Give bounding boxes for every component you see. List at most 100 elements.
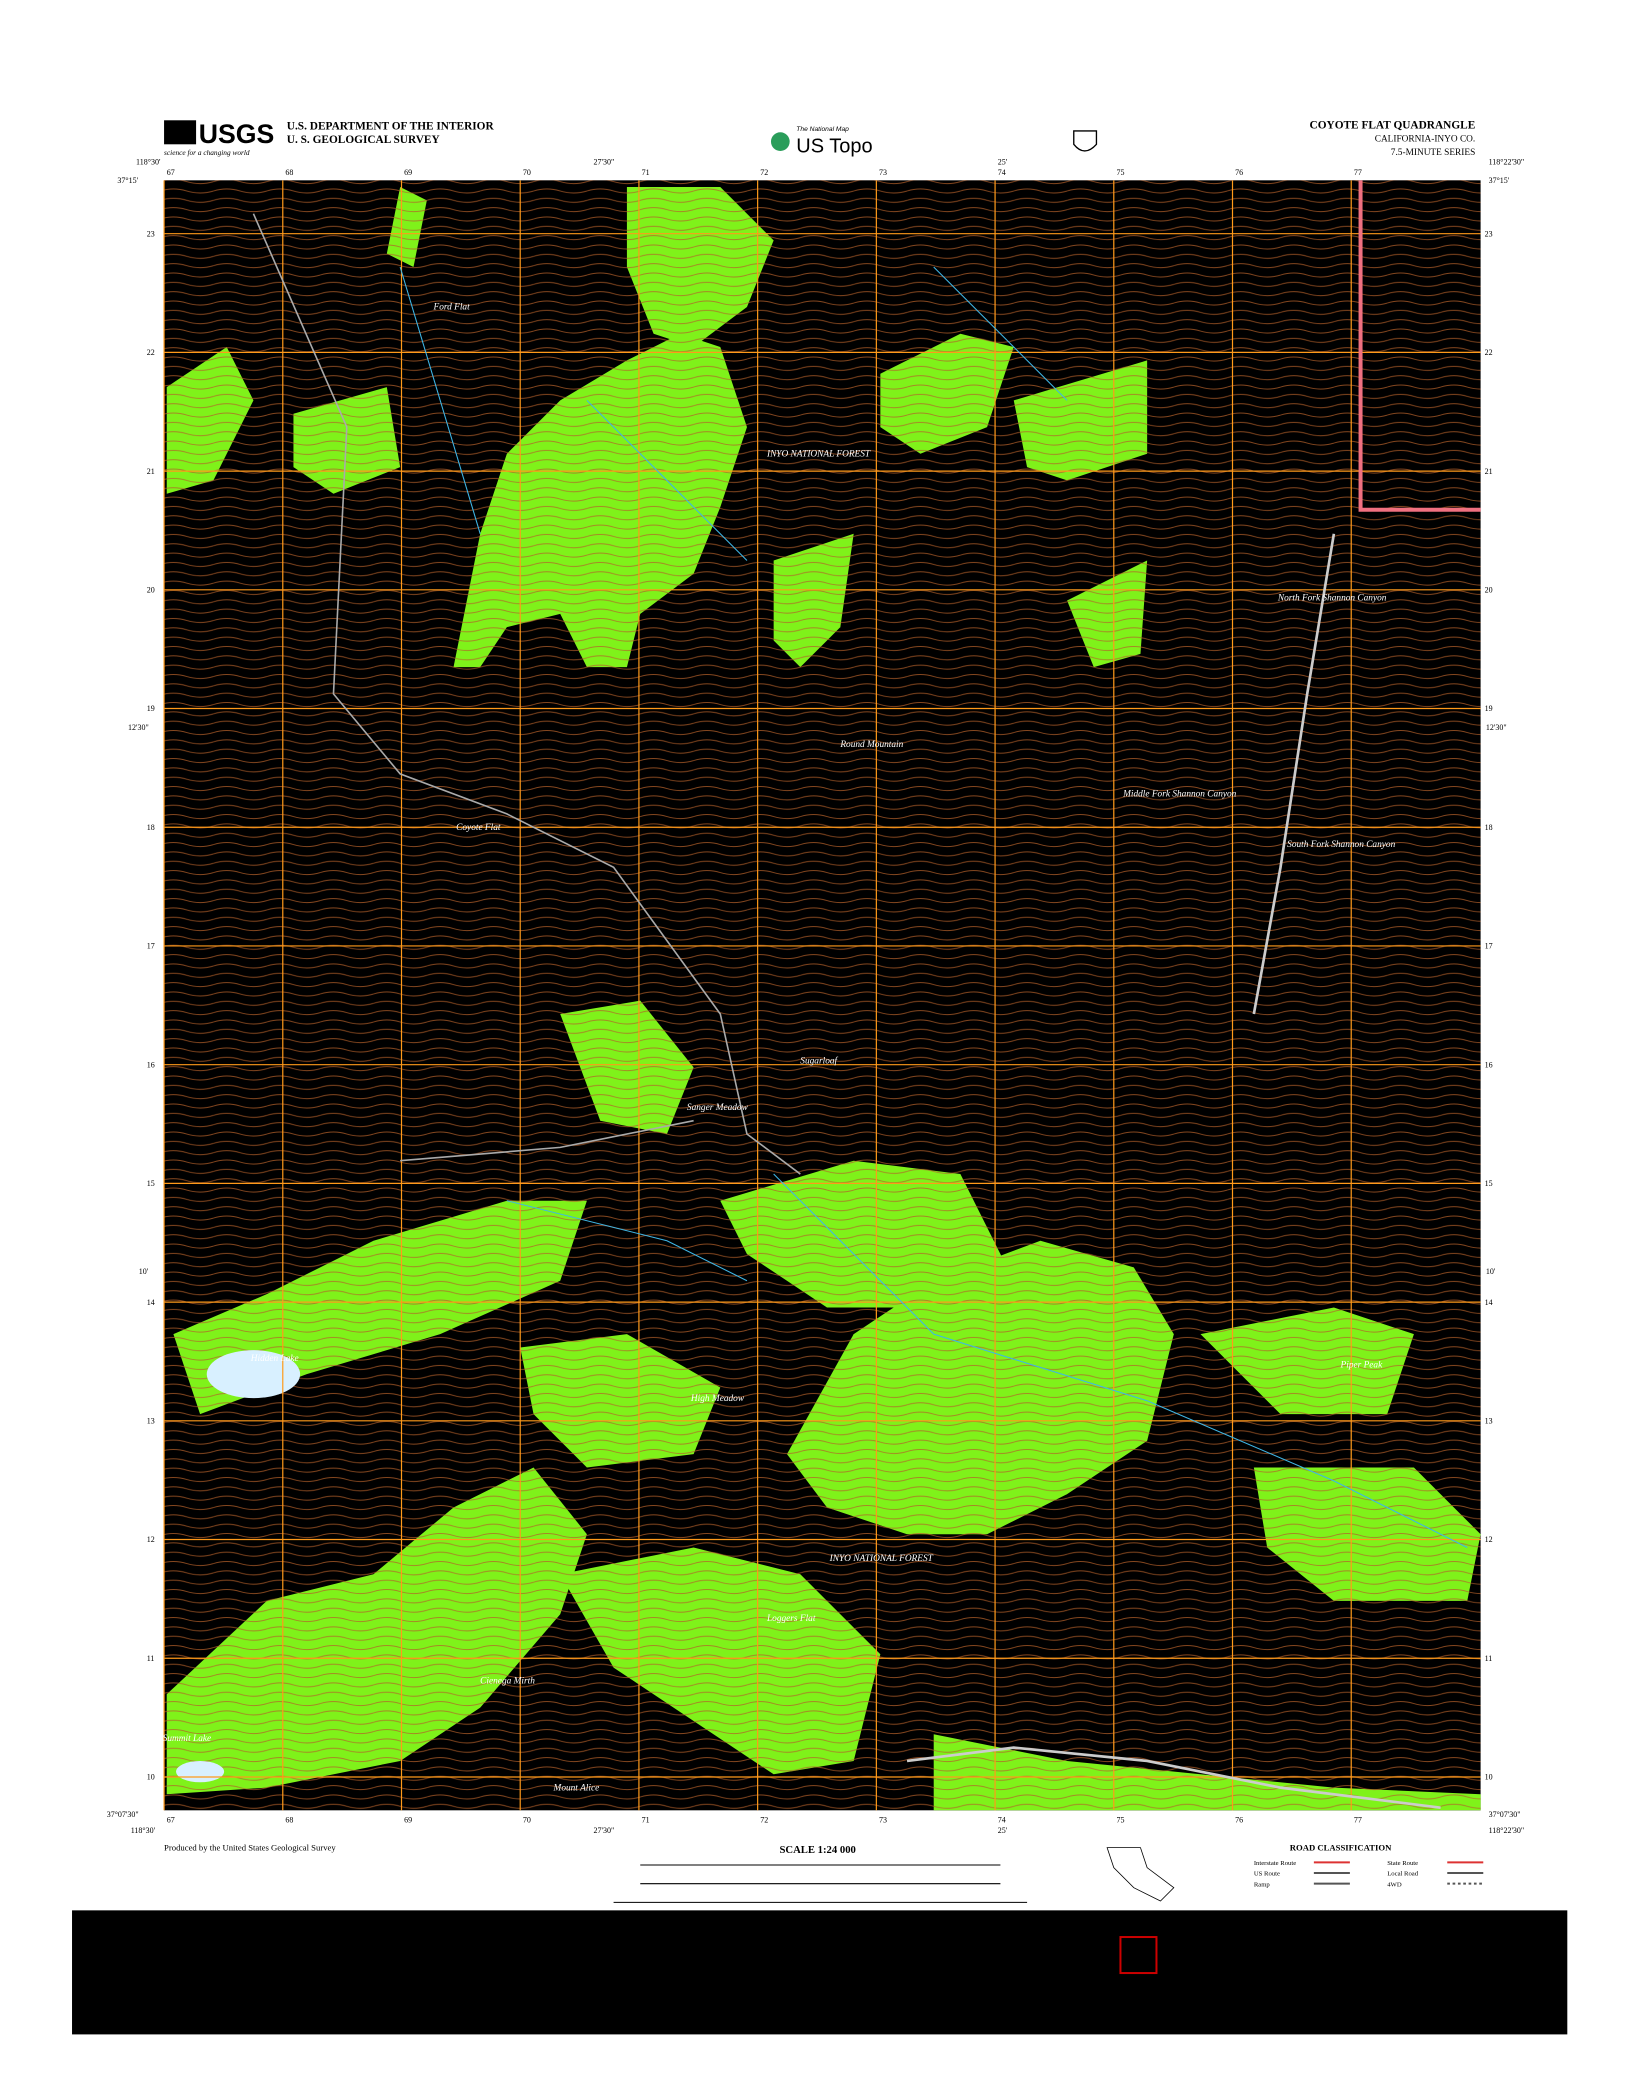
tagline: science for a changing world: [164, 148, 250, 157]
easting-label: 74: [998, 1815, 1006, 1824]
agency: U.S. DEPARTMENT OF THE INTERIOR: [287, 121, 495, 133]
easting-label: 67: [167, 1815, 175, 1824]
coordinate-label: 27'30": [594, 157, 615, 166]
northing-label: 13: [147, 1416, 155, 1425]
road-legend-label: Interstate Route: [1254, 1860, 1296, 1867]
coordinate-label: 37°15': [1489, 176, 1510, 185]
road-legend-label: US Route: [1254, 1871, 1280, 1878]
easting-label: 75: [1116, 168, 1124, 177]
northing-label: 20: [147, 585, 155, 594]
contours: [164, 180, 1481, 1811]
usgs-logo: USGS science for a changing world: [164, 119, 274, 157]
quadrangle: COYOTE FLAT QUADRANGLE: [1310, 119, 1476, 131]
place-label: Mount Alice: [553, 1783, 600, 1793]
northing-label: 12: [147, 1535, 155, 1544]
place-label: Coyote Flat: [456, 823, 501, 833]
place-label: Hidden Lake: [250, 1354, 299, 1364]
coordinate-label: 118°30': [136, 157, 161, 166]
northing-label: 20: [1485, 585, 1493, 594]
bottom-band: [72, 1910, 1568, 2035]
northing-label: 18: [147, 823, 155, 832]
easting-label: 72: [760, 168, 768, 177]
coordinates: 118°30' 37°15' 118°22'30" 37°15' 37°07'30" 11…: [107, 157, 1525, 1835]
northing-label: 10: [1485, 1773, 1493, 1782]
grid: [163, 180, 1481, 1811]
place-labels: INYO NATIONAL FOREST INYO NATIONAL FOREST…: [163, 303, 1396, 1794]
road-legend-label: State Route: [1387, 1860, 1418, 1867]
coordinate-label: 37°07'30": [1489, 1810, 1521, 1819]
easting-label: 68: [285, 1815, 293, 1824]
easting-label: 70: [523, 1815, 531, 1824]
forest-shield: [1073, 130, 1098, 152]
coordinate-label: 37°15': [117, 176, 138, 185]
easting-label: 74: [998, 168, 1006, 177]
coordinate-label: 37°07'30": [107, 1810, 139, 1819]
scale-bars: [613, 1864, 1028, 1903]
state-map: [1106, 1847, 1175, 1902]
place-label: North Fork Shannon Canyon: [1277, 593, 1387, 603]
road-title: ROAD CLASSIFICATION: [1290, 1842, 1392, 1852]
series: 7.5-MINUTE SERIES: [1391, 148, 1475, 158]
lake: [176, 1760, 225, 1783]
road-legend-label: Local Road: [1387, 1871, 1419, 1878]
easting-label: 76: [1235, 168, 1243, 177]
coordinate-label: 10': [139, 1267, 149, 1276]
boundary: [1358, 180, 1481, 512]
northing-label: 11: [147, 1654, 155, 1663]
northing-label: 14: [147, 1298, 155, 1307]
easting-label: 73: [879, 168, 887, 177]
road-legend: Interstate Route State Route US Route Local…: [1254, 1860, 1484, 1888]
easting-label: 71: [642, 1815, 650, 1824]
easting-label: 69: [404, 168, 412, 177]
coordinate-label: 118°22'30": [1489, 157, 1525, 166]
northing-label: 21: [1485, 467, 1493, 476]
easting-label: 76: [1235, 1815, 1243, 1824]
place-label: South Fork Shannon Canyon: [1287, 840, 1395, 850]
coordinate-label: 27'30": [594, 1826, 615, 1835]
road-legend-label: Ramp: [1254, 1881, 1271, 1888]
us-topo: US Topo: [796, 135, 872, 157]
northing-label: 15: [1485, 1179, 1493, 1188]
northing-label: 22: [147, 348, 155, 357]
place-label: Sugarloaf: [800, 1055, 838, 1066]
northing-label: 19: [147, 704, 155, 713]
northing-label: 11: [1485, 1654, 1493, 1663]
roads: [906, 533, 1441, 1809]
northing-label: 17: [147, 942, 155, 951]
northing-label: 15: [147, 1179, 155, 1188]
coordinate-label: 118°30': [131, 1826, 156, 1835]
northing-label: 14: [1485, 1298, 1493, 1307]
easting-label: 77: [1354, 168, 1362, 177]
easting-label: 68: [285, 168, 293, 177]
easting-label: 75: [1116, 1815, 1124, 1824]
northing-label: 21: [147, 467, 155, 476]
place-label: INYO NATIONAL FOREST: [829, 1554, 934, 1564]
coordinate-label: 25': [998, 1826, 1008, 1835]
northing-label: 18: [1485, 823, 1493, 832]
producer: Produced by the United States Geological…: [164, 1842, 336, 1852]
streams: [399, 266, 1468, 1549]
northing-label: 23: [1485, 229, 1493, 238]
coordinate-label: 10': [1486, 1267, 1496, 1276]
northing-label: 16: [1485, 1060, 1493, 1069]
logo-text: USGS: [199, 119, 275, 149]
easting-label: 72: [760, 1815, 768, 1824]
coordinate-label: 25': [998, 157, 1008, 166]
place-label: Sanger Meadow: [687, 1103, 749, 1113]
national-map: The National Map: [796, 126, 849, 133]
easting-label: 77: [1354, 1815, 1362, 1824]
place-label: Round Mountain: [839, 740, 903, 750]
red-box: [1119, 1936, 1158, 1975]
place-label: Loggers Flat: [766, 1614, 816, 1624]
northing-label: 22: [1485, 348, 1493, 357]
survey: U. S. GEOLOGICAL SURVEY: [287, 134, 440, 146]
northing-label: 17: [1485, 942, 1493, 951]
easting-label: 71: [642, 168, 650, 177]
place-label: Ford Flat: [433, 303, 471, 313]
coordinate-label: 12'30": [1486, 723, 1507, 732]
state-county: CALIFORNIA-INYO CO.: [1375, 135, 1476, 145]
scale: SCALE 1:24 000: [779, 1844, 855, 1856]
northing-label: 19: [1485, 704, 1493, 713]
easting-label: 69: [404, 1815, 412, 1824]
